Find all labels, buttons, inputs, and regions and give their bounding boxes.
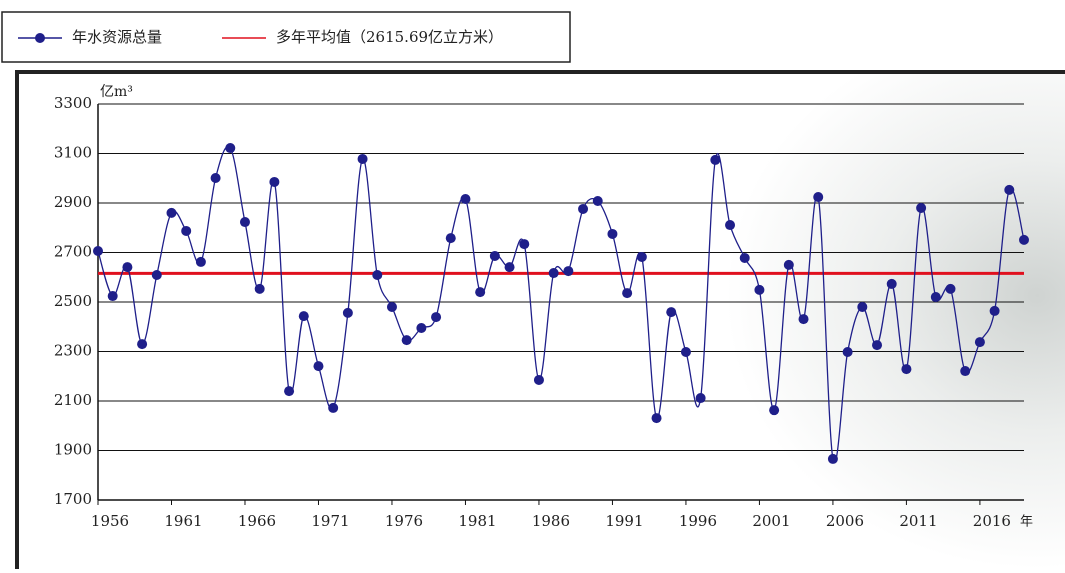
y-tick-label: 2700 [54,243,92,261]
data-point [386,301,397,312]
data-point [93,246,103,257]
frame-top [15,70,1065,74]
data-point [680,346,691,357]
data-point [460,194,471,205]
data-point [489,250,500,261]
data-point [783,259,794,270]
data-point [298,311,309,322]
data-point [798,314,809,325]
x-tick-label: 1986 [532,512,570,530]
data-point [813,192,824,203]
data-point [769,405,780,416]
data-point [504,262,515,273]
data-point [195,256,206,267]
data-point [578,203,589,214]
data-point [210,173,221,184]
data-point [1019,234,1029,245]
data-point [1004,184,1015,195]
data-point [342,307,353,318]
x-tick-label: 2001 [752,512,790,530]
y-tick-label: 2300 [54,342,92,360]
data-point [695,393,706,404]
data-point [533,374,544,385]
legend-label: 多年平均值（2615.69亿立方米） [276,28,503,46]
data-point [107,291,118,302]
data-point [225,143,236,154]
data-point [916,202,927,213]
data-point [284,386,295,397]
x-tick-label: 2011 [899,512,937,530]
frame-left [15,70,19,569]
data-point [739,252,750,263]
y-tick-label: 3300 [54,94,92,112]
data-point [269,176,280,187]
data-point [710,154,721,165]
data-point [651,413,662,424]
data-point [313,361,324,372]
data-point [842,346,853,357]
x-tick-label: 1991 [605,512,643,530]
data-point [445,233,456,244]
y-tick-label: 2900 [54,193,92,211]
data-point [592,196,603,207]
data-point [401,335,412,346]
data-point [548,268,559,279]
data-point [122,262,133,273]
x-tick-label: 1961 [164,512,202,530]
y-unit: 亿m³ [100,84,133,100]
x-tick-label: 1971 [311,512,349,530]
x-unit: 年 [1020,515,1033,530]
legend-label: 年水资源总量 [72,28,162,46]
data-point [416,322,427,333]
data-point [930,292,941,303]
y-tick-label: 2100 [54,391,92,409]
data-point [563,266,574,277]
data-point [607,228,618,239]
data-point [872,340,883,351]
data-point [151,270,162,281]
data-point [328,402,339,413]
data-point [166,207,177,218]
data-point [857,301,868,312]
data-point [827,453,838,464]
legend-marker [35,33,45,43]
data-point [636,251,647,262]
data-point [901,364,912,375]
data-point [622,288,633,299]
x-tick-label: 1956 [91,512,129,530]
data-point [725,220,736,231]
x-tick-label: 1966 [238,512,276,530]
data-point [945,283,956,294]
y-tick-label: 2500 [54,292,92,310]
data-point [754,284,765,295]
data-point [886,278,897,289]
data-point [989,305,1000,316]
data-point [254,283,265,294]
data-point [974,337,985,348]
data-point [372,270,383,281]
x-tick-label: 1976 [385,512,423,530]
data-point [475,287,486,298]
x-tick-label: 2006 [826,512,864,530]
legend-box [1,11,571,63]
x-tick-label: 1981 [458,512,496,530]
y-tick-label: 1700 [54,490,92,508]
data-point [519,239,530,250]
data-point [181,225,192,236]
y-tick-label: 3100 [54,144,92,162]
x-tick-label: 2016 [973,512,1011,530]
data-point [666,307,677,318]
data-point [960,366,971,377]
data-point [137,339,148,350]
y-tick-label: 1900 [54,441,92,459]
data-point [431,312,442,323]
x-tick-label: 1996 [679,512,717,530]
data-point [239,217,250,228]
data-point [357,153,368,164]
